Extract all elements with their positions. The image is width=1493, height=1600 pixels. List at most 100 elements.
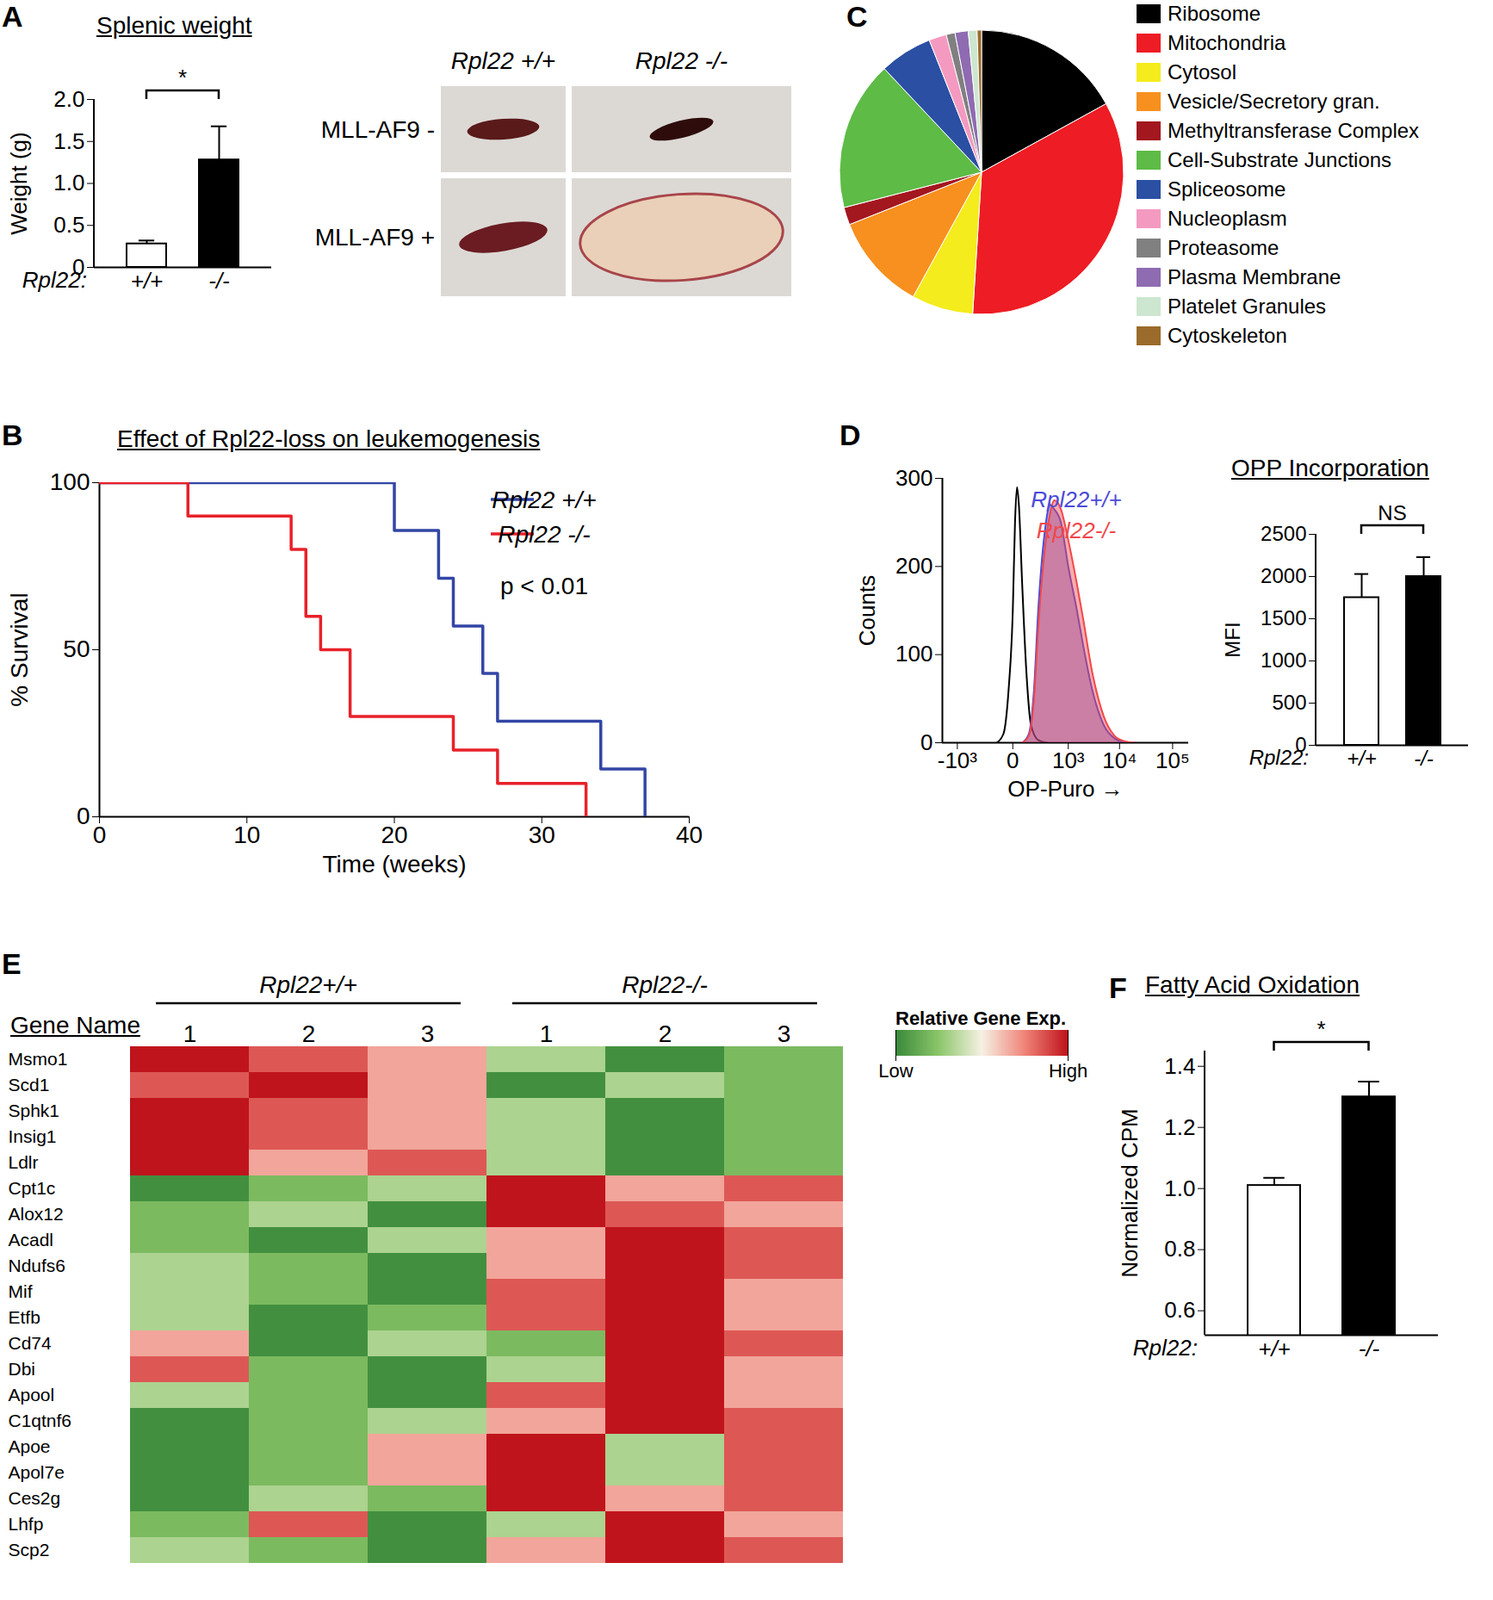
svg-text:C1qtnf6: C1qtnf6 (8, 1410, 73, 1431)
svg-text:200: 200 (895, 552, 933, 579)
svg-text:Lhfp: Lhfp (8, 1513, 44, 1534)
svg-text:Alox12: Alox12 (8, 1203, 64, 1224)
svg-text:Apool: Apool (8, 1384, 56, 1405)
svg-text:+/+: +/+ (1257, 1335, 1291, 1362)
svg-text:1.0: 1.0 (1164, 1174, 1196, 1201)
svg-text:-/-: -/- (1358, 1335, 1381, 1362)
svg-text:1.0: 1.0 (53, 169, 85, 196)
svg-text:10⁴: 10⁴ (1102, 747, 1137, 774)
svg-text:2.0: 2.0 (53, 86, 85, 112)
svg-text:Counts: Counts (854, 575, 880, 646)
svg-text:Ndufs6: Ndufs6 (8, 1255, 67, 1276)
svg-text:40: 40 (675, 821, 703, 849)
svg-text:+/+: +/+ (130, 267, 164, 294)
svg-text:Rpl22-/-: Rpl22-/- (1036, 517, 1117, 544)
svg-text:Rpl22-/-: Rpl22-/- (621, 971, 708, 998)
svg-text:Rpl22 +/+: Rpl22 +/+ (451, 47, 556, 75)
svg-text:2: 2 (302, 1020, 316, 1047)
svg-text:Acadl: Acadl (8, 1229, 55, 1250)
svg-text:0.6: 0.6 (1164, 1296, 1196, 1323)
svg-text:Rpl22 +/+: Rpl22 +/+ (491, 486, 596, 514)
svg-text:1: 1 (183, 1020, 198, 1047)
svg-text:2000: 2000 (1260, 563, 1307, 588)
svg-text:Rpl22 -/-: Rpl22 -/- (635, 47, 728, 75)
svg-text:0: 0 (920, 729, 933, 756)
svg-text:2500: 2500 (1260, 521, 1307, 546)
svg-text:0.8: 0.8 (1164, 1235, 1196, 1262)
svg-text:1000: 1000 (1260, 648, 1307, 672)
svg-text:Methyltransferase Complex: Methyltransferase Complex (1167, 118, 1419, 143)
svg-text:+/+: +/+ (1346, 746, 1377, 770)
svg-text:Mif: Mif (8, 1281, 33, 1301)
svg-text:MLL-AF9 +: MLL-AF9 + (315, 223, 435, 251)
svg-text:Nucleoplasm: Nucleoplasm (1167, 206, 1288, 230)
svg-text:Plasma Membrane: Plasma Membrane (1167, 265, 1341, 289)
svg-text:Cd74: Cd74 (8, 1332, 53, 1353)
svg-text:Ces2g: Ces2g (8, 1487, 62, 1508)
svg-text:Rpl22 -/-: Rpl22 -/- (497, 520, 590, 548)
svg-text:0: 0 (92, 821, 107, 849)
svg-text:Cell-Substrate Junctions: Cell-Substrate Junctions (1167, 148, 1392, 172)
svg-text:Dbi: Dbi (8, 1358, 37, 1379)
svg-text:Msmo1: Msmo1 (8, 1048, 69, 1069)
svg-text:Spliceosome: Spliceosome (1167, 177, 1286, 201)
svg-text:1500: 1500 (1260, 606, 1307, 630)
svg-text:-/-: -/- (1413, 746, 1434, 770)
svg-text:30: 30 (528, 821, 556, 849)
svg-text:100: 100 (49, 468, 91, 496)
svg-text:% Survival: % Survival (6, 592, 33, 707)
svg-text:3: 3 (777, 1020, 792, 1047)
svg-text:*: * (178, 64, 187, 91)
svg-text:*: * (1316, 1015, 1326, 1042)
svg-text:Apoe: Apoe (8, 1436, 51, 1456)
svg-text:Weight (g): Weight (g) (6, 131, 32, 235)
svg-text:Proteasome: Proteasome (1167, 235, 1279, 260)
svg-text:Etfb: Etfb (8, 1307, 41, 1327)
svg-text:Cytoskeleton: Cytoskeleton (1167, 323, 1288, 347)
svg-text:NS: NS (1377, 501, 1407, 525)
svg-text:2: 2 (658, 1020, 673, 1047)
svg-text:Rpl22:: Rpl22: (1133, 1334, 1198, 1361)
svg-text:0: 0 (1006, 747, 1019, 774)
svg-text:Mitochondria: Mitochondria (1167, 30, 1287, 55)
svg-text:10: 10 (233, 821, 261, 849)
svg-text:Ldlr: Ldlr (8, 1152, 39, 1172)
svg-text:20: 20 (380, 821, 408, 849)
svg-text:Time (weeks): Time (weeks) (322, 850, 467, 878)
svg-text:Scp2: Scp2 (8, 1539, 50, 1560)
svg-text:1.2: 1.2 (1164, 1114, 1196, 1140)
svg-text:Low: Low (878, 1059, 913, 1082)
svg-text:Rpl22+/+: Rpl22+/+ (1030, 486, 1122, 513)
svg-text:Relative Gene Exp.: Relative Gene Exp. (895, 1007, 1066, 1029)
svg-text:0: 0 (76, 802, 91, 830)
svg-text:3: 3 (421, 1020, 435, 1047)
svg-text:100: 100 (895, 640, 933, 667)
svg-text:Vesicle/Secretory gran.: Vesicle/Secretory gran. (1167, 89, 1381, 113)
svg-text:Normalized CPM: Normalized CPM (1116, 1108, 1143, 1278)
svg-text:50: 50 (62, 635, 90, 663)
svg-text:10⁵: 10⁵ (1155, 747, 1190, 774)
svg-text:1.5: 1.5 (53, 128, 85, 155)
svg-text:Sphk1: Sphk1 (8, 1100, 61, 1121)
svg-text:300: 300 (895, 464, 933, 491)
svg-text:Apol7e: Apol7e (8, 1462, 65, 1482)
svg-text:1: 1 (539, 1020, 554, 1047)
svg-text:Ribosome: Ribosome (1167, 1, 1261, 25)
svg-text:Cpt1c: Cpt1c (8, 1177, 56, 1198)
svg-text:High: High (1048, 1059, 1088, 1082)
svg-text:MFI: MFI (1220, 621, 1245, 657)
svg-text:500: 500 (1271, 690, 1307, 714)
svg-text:Platelet Granules: Platelet Granules (1167, 294, 1326, 318)
svg-text:Insig1: Insig1 (8, 1126, 57, 1147)
svg-text:Cytosol: Cytosol (1167, 60, 1237, 84)
svg-text:OP-Puro →: OP-Puro → (1007, 775, 1123, 802)
svg-text:Rpl22:: Rpl22: (22, 266, 87, 293)
svg-text:Rpl22:: Rpl22: (1249, 745, 1309, 769)
svg-text:p < 0.01: p < 0.01 (500, 572, 589, 600)
svg-text:10³: 10³ (1052, 747, 1085, 774)
svg-text:MLL-AF9 -: MLL-AF9 - (321, 116, 435, 143)
svg-text:Rpl22+/+: Rpl22+/+ (259, 971, 358, 998)
svg-text:Scd1: Scd1 (8, 1074, 50, 1095)
svg-text:-10³: -10³ (937, 747, 979, 774)
svg-text:0.5: 0.5 (53, 211, 85, 238)
